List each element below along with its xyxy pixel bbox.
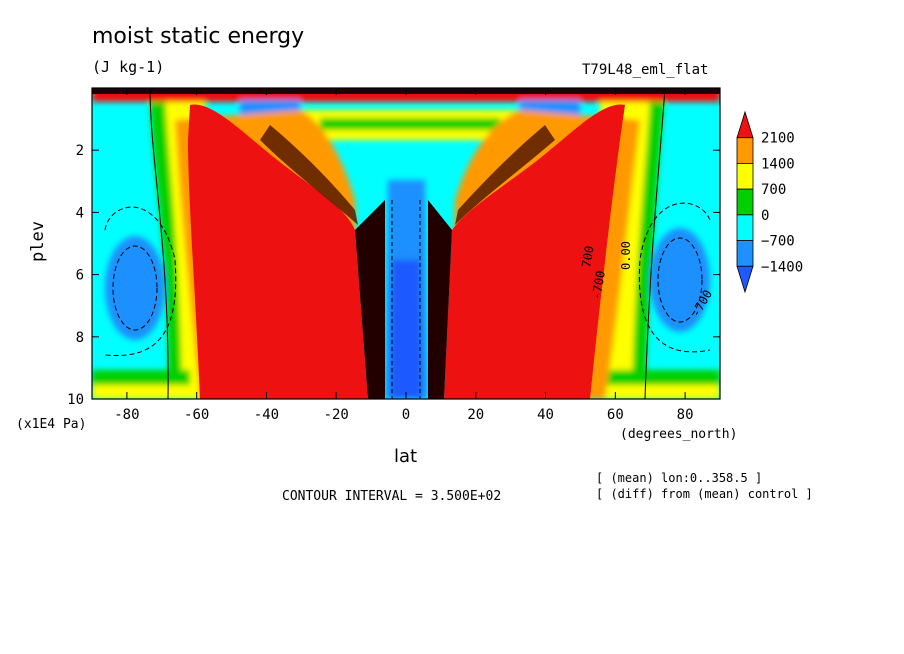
footnote-diff: [ (diff) from (mean) control ] bbox=[596, 487, 813, 501]
colorbar-cap-bottom bbox=[736, 265, 754, 294]
x-tick-label: -40 bbox=[254, 407, 279, 423]
x-tick-label: 40 bbox=[537, 407, 554, 423]
colorbar-label: 2100 bbox=[761, 131, 795, 147]
x-tick-label: -20 bbox=[324, 407, 349, 423]
colorbar-swatch bbox=[736, 214, 754, 241]
colorbar-swatch bbox=[736, 240, 754, 267]
y-axis-unit: (x1E4 Pa) bbox=[16, 417, 87, 432]
x-tick-label: 80 bbox=[677, 407, 694, 423]
units-label: (J kg-1) bbox=[92, 58, 165, 76]
x-axis-unit: (degrees_north) bbox=[620, 427, 738, 442]
axes: -80 -60 -40 -20 0 20 40 60 80 2 4 6 8 10 bbox=[67, 88, 720, 423]
x-tick-label: 60 bbox=[607, 407, 624, 423]
x-tick-label: -80 bbox=[114, 407, 139, 423]
contour-fill bbox=[92, 88, 720, 399]
colorbar-swatch bbox=[736, 163, 754, 190]
colorbar-swatch bbox=[736, 188, 754, 216]
footnote-mean: [ (mean) lon:0..358.5 ] bbox=[596, 471, 763, 485]
colorbar-cap-top bbox=[736, 110, 754, 139]
x-tick-label: -60 bbox=[184, 407, 209, 423]
y-tick-label: 6 bbox=[76, 268, 84, 284]
y-tick-label: 2 bbox=[76, 143, 84, 159]
colorbar-label: 1400 bbox=[761, 156, 795, 172]
y-tick-label: 8 bbox=[76, 330, 84, 346]
contour-label: 700 bbox=[579, 245, 597, 269]
x-tick-label: 0 bbox=[402, 407, 410, 423]
x-tick-label: 20 bbox=[467, 407, 484, 423]
chart-title: moist static energy bbox=[92, 24, 305, 49]
colorbar-label: 700 bbox=[761, 182, 786, 198]
y-tick-label: 4 bbox=[76, 205, 84, 221]
contour-interval: CONTOUR INTERVAL = 3.500E+02 bbox=[282, 489, 502, 504]
colorbar-label: 0 bbox=[761, 208, 769, 224]
x-axis-title: lat bbox=[394, 446, 418, 467]
contour-label: -700 bbox=[589, 270, 608, 301]
colorbar-label: −700 bbox=[761, 234, 795, 250]
colorbar-label: −1400 bbox=[761, 259, 803, 275]
y-tick-label: 10 bbox=[67, 392, 84, 408]
contour-label: 0.00 bbox=[619, 241, 633, 270]
experiment-label: T79L48_eml_flat bbox=[582, 62, 709, 78]
colorbar-swatch bbox=[736, 137, 754, 164]
colorbar: 2100 1400 700 0 −700 −1400 bbox=[736, 110, 803, 294]
